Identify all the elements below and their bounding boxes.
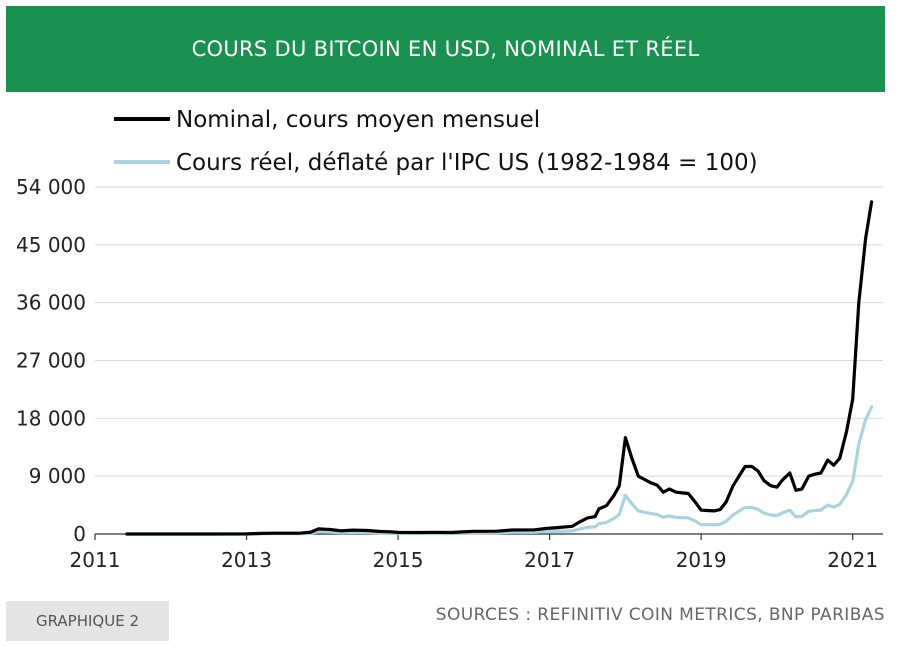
x-tick-label: 2017 <box>524 548 575 572</box>
series-line-real <box>125 405 874 536</box>
series-line-nominal <box>125 200 874 536</box>
y-tick-label: 18 000 <box>16 406 86 430</box>
legend: Nominal, cours moyen mensuel Cours réel,… <box>114 107 758 176</box>
figure-number: GRAPHIQUE 2 <box>35 612 140 630</box>
grid <box>95 186 883 477</box>
chart-title-banner: COURS DU BITCOIN EN USD, NOMINAL ET RÉEL <box>6 6 885 92</box>
x-tick-label: 2011 <box>70 548 121 572</box>
figure-number-badge: GRAPHIQUE 2 <box>6 601 169 641</box>
x-axis: 2011 2013 2015 2017 2019 2021 <box>70 533 883 572</box>
x-tick-label: 2019 <box>676 548 727 572</box>
y-tick-label: 36 000 <box>16 291 86 315</box>
y-tick-label: 9 000 <box>29 464 86 488</box>
y-axis: 0 9 000 18 000 27 000 36 000 45 000 54 000 <box>16 175 86 546</box>
series-lines <box>125 200 874 536</box>
y-tick-label: 0 <box>73 522 86 546</box>
y-tick-label: 54 000 <box>16 175 86 199</box>
y-tick-label: 45 000 <box>16 233 86 257</box>
chart-title: COURS DU BITCOIN EN USD, NOMINAL ET RÉEL <box>191 37 700 61</box>
x-tick-label: 2021 <box>827 548 878 572</box>
line-chart: Nominal, cours moyen mensuel Cours réel,… <box>16 107 883 572</box>
x-tick-label: 2015 <box>373 548 424 572</box>
legend-label-real: Cours réel, déflaté par l'IPC US (1982-1… <box>176 150 758 176</box>
y-tick-label: 27 000 <box>16 349 86 373</box>
legend-label-nominal: Nominal, cours moyen mensuel <box>176 107 540 133</box>
x-tick-label: 2013 <box>221 548 272 572</box>
source-note: SOURCES : REFINITIV COIN METRICS, BNP PA… <box>435 605 885 625</box>
